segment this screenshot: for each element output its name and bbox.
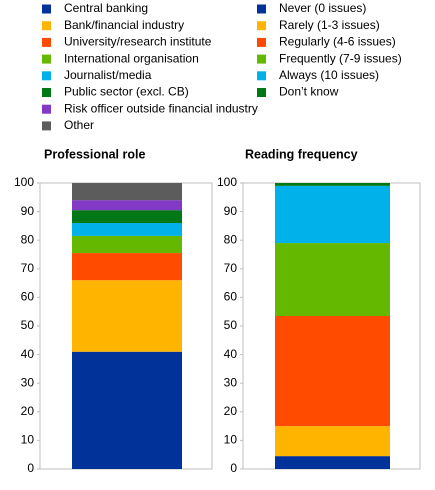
legend-label: International organisation [64, 51, 199, 65]
y-tick-label: 70 [224, 261, 238, 275]
y-tick-label: 40 [21, 347, 35, 361]
bar-segment [72, 280, 182, 352]
legend-label: Regularly (4-6 issues) [279, 35, 396, 49]
y-tick-label: 0 [27, 461, 34, 475]
bar-segment [275, 426, 390, 457]
legend-swatch [42, 88, 51, 97]
legend-swatch [42, 37, 51, 47]
legend-swatch [257, 21, 266, 31]
legend-label: Always (10 issues) [279, 68, 379, 82]
y-tick-label: 90 [21, 204, 35, 218]
y-tick-label: 60 [21, 290, 35, 304]
chart-title: Reading frequency [245, 147, 358, 161]
legend-swatch [257, 71, 266, 81]
legend-swatch [42, 4, 51, 14]
legend-swatch [42, 54, 51, 64]
y-tick-label: 100 [14, 175, 34, 189]
y-tick-label: 50 [21, 318, 35, 332]
legend-label: Don’t know [279, 85, 339, 99]
y-tick-label: 80 [224, 232, 238, 246]
legend-swatch [257, 88, 266, 97]
bar-segment [72, 183, 182, 201]
bar-segment [72, 210, 182, 224]
legend-label: Never (0 issues) [279, 1, 366, 15]
legend-label: Bank/financial industry [64, 18, 184, 32]
legend-label: Risk officer outside financial industry [64, 101, 258, 115]
y-tick-label: 20 [224, 404, 238, 418]
legend-label: Public sector (excl. CB) [64, 85, 189, 99]
legend-label: Other [64, 118, 94, 132]
chart-title: Professional role [44, 147, 145, 161]
bar-segment [275, 456, 390, 469]
y-tick-label: 0 [230, 461, 237, 475]
legend-swatch [257, 37, 266, 47]
legend-label: Central banking [64, 1, 148, 15]
y-tick-label: 80 [21, 232, 35, 246]
y-tick-label: 30 [21, 375, 35, 389]
y-tick-label: 10 [224, 433, 238, 447]
bar-segment [275, 185, 390, 244]
legend-swatch [42, 121, 51, 131]
bar-segment [72, 235, 182, 254]
y-tick-label: 100 [217, 175, 237, 189]
y-tick-label: 70 [21, 261, 35, 275]
bar-segment [275, 183, 390, 186]
bar-segment [72, 223, 182, 236]
legend-swatch [42, 71, 51, 81]
y-tick-label: 40 [224, 347, 238, 361]
legend-swatch [42, 104, 51, 114]
y-tick-label: 20 [21, 404, 35, 418]
bar-segment [72, 253, 182, 281]
legend-label: University/research institute [64, 35, 212, 49]
y-tick-label: 50 [224, 318, 238, 332]
bar-segment [72, 351, 182, 469]
bar-segment [275, 315, 390, 427]
y-tick-label: 90 [224, 204, 238, 218]
legend-swatch [257, 54, 266, 64]
y-tick-label: 10 [21, 433, 35, 447]
y-tick-label: 60 [224, 290, 238, 304]
legend-swatch [42, 21, 51, 31]
bar-segment [275, 243, 390, 316]
bar-segment [72, 200, 182, 211]
y-tick-label: 30 [224, 375, 238, 389]
legend-label: Rarely (1-3 issues) [279, 18, 380, 32]
legend-label: Journalist/media [64, 68, 152, 82]
legend-label: Frequently (7-9 issues) [279, 51, 402, 65]
legend-swatch [257, 4, 266, 14]
